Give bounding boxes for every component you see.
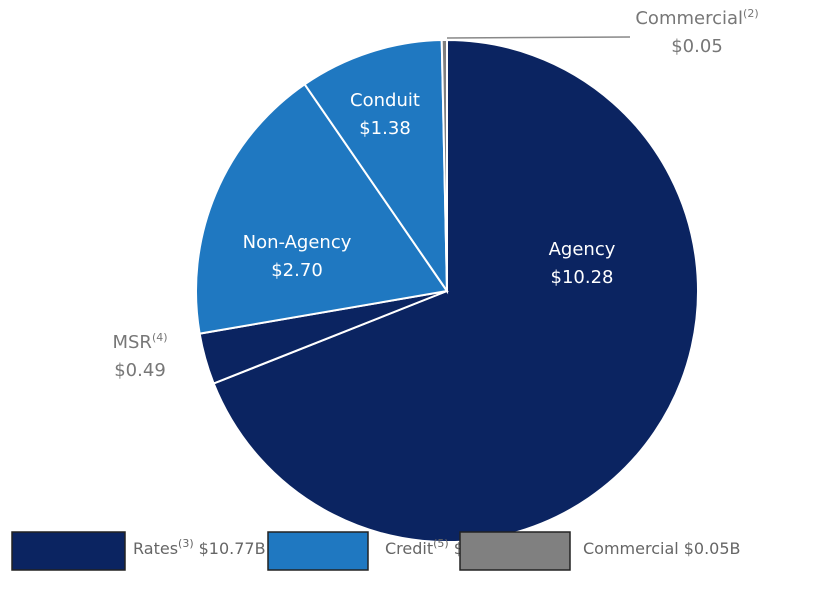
pie-slice: [440, 38, 448, 292]
slice-label: Non-Agency: [243, 232, 352, 253]
slice-name: Non-Agency: [243, 232, 352, 253]
slice-footnote: (4): [152, 331, 168, 344]
slice-value: $2.70: [271, 260, 323, 281]
legend-value: $10.77B: [199, 539, 266, 558]
leader-line: [446, 36, 631, 39]
pie-slice: [303, 39, 449, 295]
legend-footnote: (3): [178, 537, 194, 550]
slice-value: $1.38: [359, 118, 411, 139]
legend-name: Rates: [133, 539, 178, 558]
legend-swatch: [459, 531, 571, 571]
slice-label: Conduit: [350, 90, 420, 111]
slice-label: Agency: [549, 239, 616, 260]
pie-slice: [195, 82, 449, 335]
pie-slice: [212, 38, 699, 543]
slice-name: Conduit: [350, 90, 420, 111]
legend-name: Commercial: [583, 539, 679, 558]
legend-swatch: [267, 531, 369, 571]
slice-label: Commercial(2): [635, 7, 758, 29]
legend-swatch: [11, 531, 126, 571]
slice-value: $10.28: [551, 267, 614, 288]
legend-name: Credit: [385, 539, 433, 558]
slice-label: MSR(4): [112, 331, 167, 353]
slice-name: Commercial: [635, 8, 743, 29]
slice-value: $0.05: [671, 36, 723, 57]
legend-label: Rates(3) $10.77B: [133, 537, 266, 558]
slice-footnote: (2): [743, 7, 759, 20]
slice-name: Agency: [549, 239, 616, 260]
slice-name: MSR: [112, 332, 151, 353]
legend-footnote: (5): [433, 537, 449, 550]
slice-value: $0.49: [114, 360, 166, 381]
legend-value: $0.05B: [684, 539, 741, 558]
legend-label: Commercial $0.05B: [583, 539, 740, 558]
